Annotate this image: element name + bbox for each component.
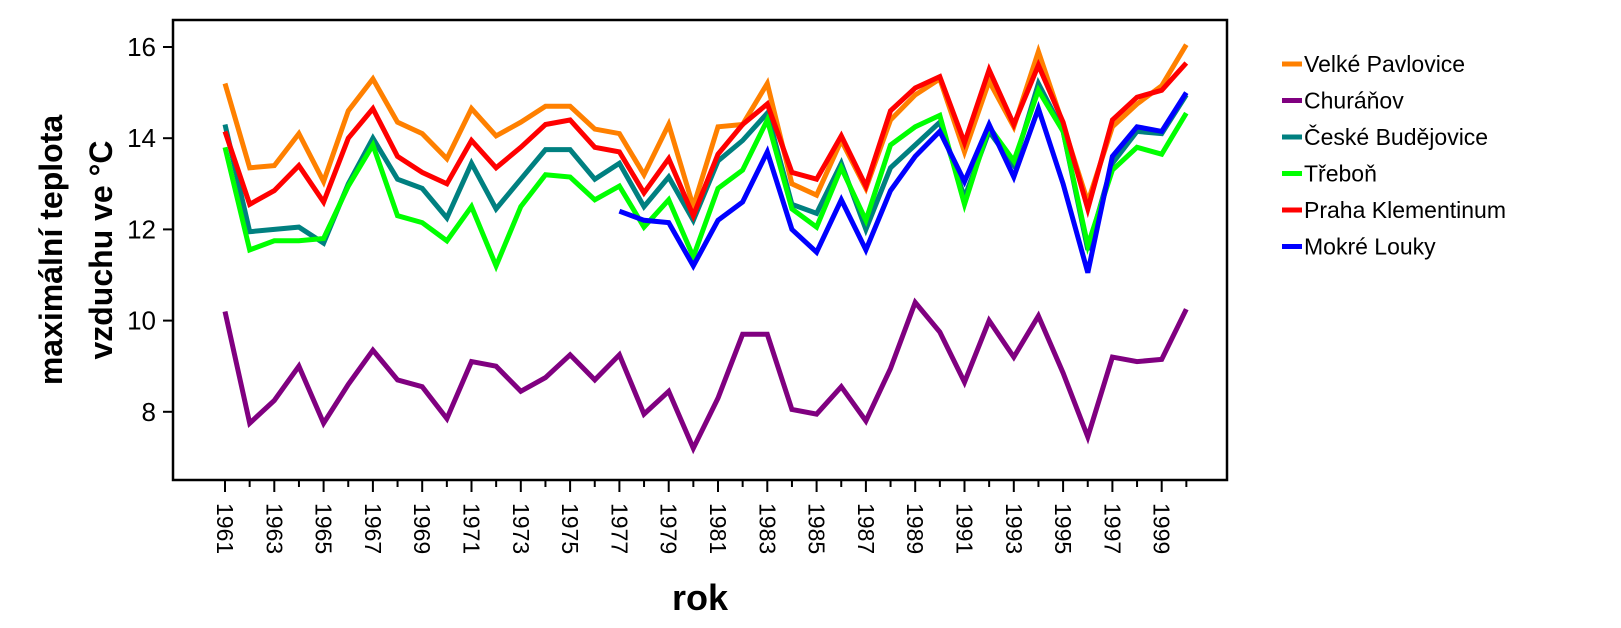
series-line-mokre-louky [618, 91, 1189, 274]
x-tick-label: 1963 [261, 503, 287, 554]
legend-label-velke-pavlovice: Velké Pavlovice [1304, 51, 1465, 77]
y-tick-label: 14 [127, 123, 156, 153]
x-tick-label: 1989 [902, 503, 928, 554]
x-tick-label: 1979 [656, 503, 682, 554]
x-tick-label: 1977 [606, 503, 632, 554]
x-tick-label: 1991 [952, 503, 978, 554]
x-tick-label: 1969 [409, 503, 435, 554]
legend-label-ceske-budejovice: České Budějovice [1304, 123, 1488, 150]
y-axis-title-line1: maximální teplota [33, 115, 69, 386]
series-line-churanov [222, 297, 1189, 455]
y-axis-ticks: 8 10 12 14 16 [127, 32, 173, 427]
x-axis-ticks: 1961 1963 1965 1967 1969 1971 1973 1975 1977 1979… [212, 480, 1188, 554]
x-tick-label: 1997 [1099, 503, 1125, 554]
x-tick-label: 1999 [1149, 503, 1175, 554]
series-lines [222, 43, 1189, 455]
legend-label-mokre-louky: Mokré Louky [1304, 234, 1436, 260]
x-tick-label: 1993 [1001, 503, 1027, 554]
x-tick-label: 1983 [754, 503, 780, 554]
series-line-trebon [222, 84, 1189, 273]
x-tick-label: 1967 [360, 503, 386, 554]
y-tick-label: 10 [127, 306, 156, 336]
legend-label-praha-klementinum: Praha Klementinum [1304, 197, 1506, 223]
y-tick-label: 12 [127, 214, 156, 244]
y-tick-label: 8 [142, 397, 156, 427]
y-axis-title-line2: vzduchu ve °C [83, 140, 119, 359]
x-tick-label: 1965 [311, 503, 337, 554]
x-tick-label: 1987 [853, 503, 879, 554]
x-tick-label: 1961 [212, 503, 238, 554]
legend-label-churanov: Churáňov [1304, 88, 1404, 114]
x-tick-label: 1985 [804, 503, 830, 554]
series-line-praha-klementinum [222, 58, 1189, 223]
x-axis-title: rok [672, 577, 729, 618]
x-tick-label: 1975 [557, 503, 583, 554]
plot-frame [171, 18, 1229, 482]
x-tick-label: 1981 [705, 503, 731, 554]
legend-label-trebon: Třeboň [1304, 161, 1377, 187]
x-tick-label: 1971 [459, 503, 485, 554]
legend: Velké Pavlovice Churáňov České Budějovice T… [1282, 51, 1506, 260]
x-tick-label: 1973 [508, 503, 534, 554]
y-tick-label: 16 [127, 32, 156, 62]
x-tick-label: 1995 [1050, 503, 1076, 554]
